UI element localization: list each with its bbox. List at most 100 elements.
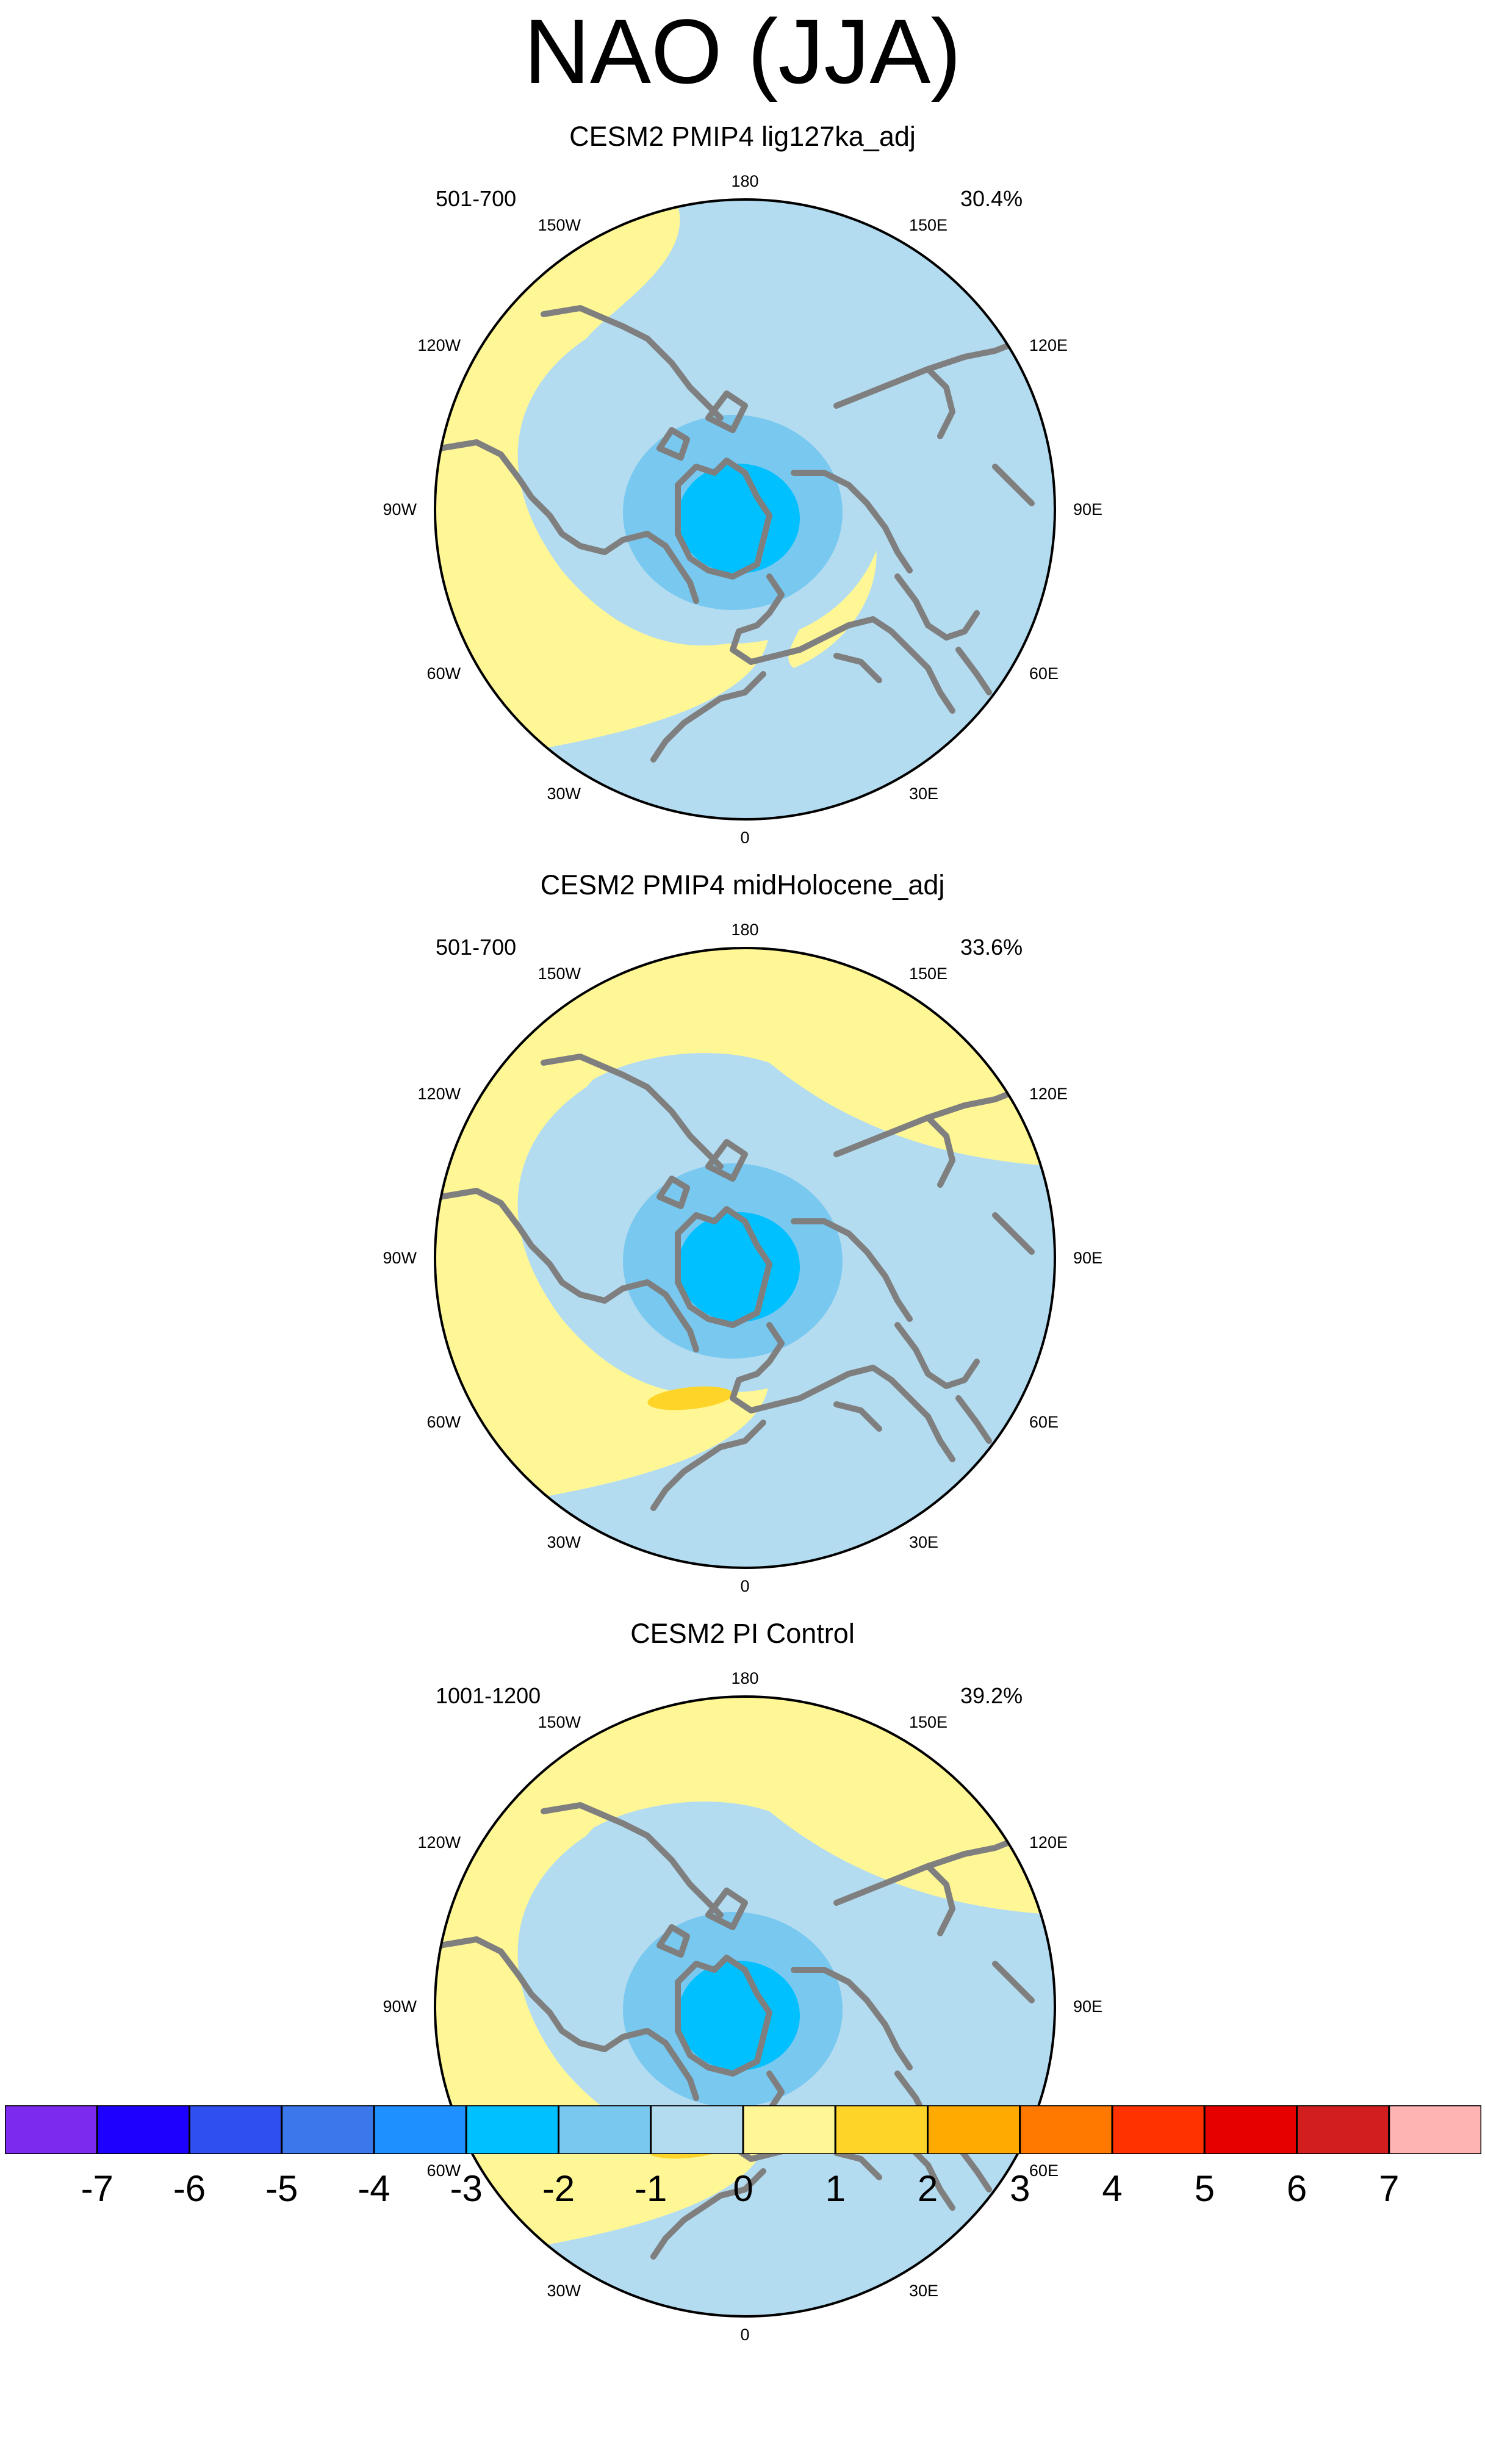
colorbar-tick-label: 1 [825, 2168, 846, 2209]
panel-variance-percent: 30.4% [960, 186, 1023, 211]
coastline [730, 1322, 785, 1413]
colorbar-swatch [742, 2105, 836, 2154]
longitude-label: 120E [1029, 336, 1068, 354]
coastline [791, 470, 913, 573]
coastline [955, 1395, 992, 1444]
longitude-label: 180 [731, 1669, 758, 1687]
coastline [955, 2144, 992, 2193]
coastline [602, 2028, 699, 2101]
colorbar-swatch [189, 2105, 283, 2154]
coastline [541, 1054, 724, 1169]
coastline [791, 1218, 913, 1322]
coastline [656, 1924, 690, 1958]
colorbar-swatch [558, 2105, 652, 2154]
polar-anomaly-core [678, 1961, 800, 2071]
colorbar-tick-label: -4 [358, 2168, 390, 2209]
coastline [656, 1176, 690, 1209]
colorbar-labels: -7 -6 -5 -4 -3 -2 -1 0 1 2 3 4 5 6 7 [0, 2164, 1485, 2225]
coastline [894, 573, 980, 641]
panel-years: 501-700 [436, 186, 517, 211]
coastline [437, 1936, 608, 2052]
longitude-label: 60E [1029, 664, 1059, 683]
longitude-label: 90E [1073, 1249, 1102, 1267]
coastline [925, 366, 955, 439]
longitude-label: 120E [1029, 1085, 1068, 1103]
coastlines [437, 1054, 1035, 1511]
longitude-label: 30E [909, 1533, 938, 1551]
panel-title: CESM2 PI Control [630, 1618, 855, 1649]
colorbar-swatch [834, 2105, 929, 2154]
coastline [541, 305, 724, 421]
colorbar-tick-label: -6 [173, 2168, 206, 2209]
coastline [955, 647, 992, 695]
positive-anomaly-region [435, 948, 1055, 1166]
colorbar-swatch [373, 2105, 467, 2154]
longitude-label: 120E [1029, 1833, 1068, 1852]
longitude-label: 150W [538, 964, 581, 983]
coastline [992, 464, 1035, 506]
coastline [650, 671, 766, 763]
colorbar-swatch [96, 2105, 190, 2154]
coastline [675, 1955, 772, 2077]
longitude-label: 30W [547, 2282, 581, 2300]
colorbar-swatch [1388, 2105, 1481, 2154]
colorbar-tick-label: -1 [635, 2168, 667, 2209]
map-panel: 180 150W 150E 120W 120E 90W 90E 60W 60E 30W 30E 0 CE… [0, 120, 1485, 870]
panel-variance-percent: 39.2% [960, 1683, 1023, 1708]
longitude-label: 150W [538, 1713, 581, 1731]
longitude-label: 60W [427, 1413, 461, 1431]
coastline [833, 1401, 882, 1432]
longitude-label: 150W [538, 216, 581, 234]
panel-variance-percent: 33.6% [960, 935, 1023, 960]
coastline [894, 1322, 980, 1389]
colorbar-tick-label: -3 [450, 2168, 483, 2209]
coastline [992, 1961, 1035, 2003]
contour-fill [435, 948, 1055, 1568]
coastline [602, 1279, 699, 1352]
colorbar-tick-label: 0 [733, 2168, 753, 2209]
coastline [675, 1206, 772, 1328]
colorbar-tick-label: -2 [542, 2168, 575, 2209]
longitude-label: 90W [383, 1249, 417, 1267]
figure-title: NAO (JJA) [523, 0, 962, 102]
coastline [675, 458, 772, 580]
map-boundary [434, 1695, 1056, 2318]
colorbar-swatch [1203, 2105, 1298, 2154]
coastline [705, 390, 748, 433]
colorbar-swatch [927, 2105, 1021, 2154]
colorbar-tick-label: 3 [1010, 2168, 1030, 2209]
polar-map: 180 150W 150E 120W 120E 90W 90E 60W 60E 30W 30E 0 [383, 172, 1102, 847]
colorbar-tick-label: 4 [1102, 2168, 1123, 2209]
positive-anomaly-region [435, 948, 769, 1514]
panel-years: 501-700 [436, 935, 517, 960]
positive-anomaly-core [647, 1386, 733, 1410]
coastline [925, 1115, 955, 1188]
longitude-label: 120W [418, 1833, 461, 1852]
colorbar-tick-label: 6 [1286, 2168, 1307, 2209]
map-boundary [434, 198, 1056, 821]
polar-map: 180 150W 150E 120W 120E 90W 90E 60W 60E 30W 30E 0 [383, 1669, 1102, 2344]
colorbar-swatch [650, 2105, 744, 2154]
colorbar-tick-label: -5 [265, 2168, 298, 2209]
longitude-label: 30W [547, 785, 581, 803]
coastline [656, 427, 690, 461]
polar-anomaly-core [678, 464, 800, 573]
longitude-label: 60W [427, 664, 461, 683]
colorbar-swatch [1111, 2105, 1206, 2154]
longitude-label: 0 [740, 2326, 749, 2344]
longitude-label: 90W [383, 1997, 417, 2016]
coastline [772, 1365, 955, 1462]
polar-map: 180 150W 150E 120W 120E 90W 90E 60W 60E 30W 30E 0 [383, 921, 1102, 1595]
longitude-label: 30E [909, 785, 938, 803]
positive-anomaly-region [435, 1697, 1055, 1915]
longitude-label: 150E [909, 216, 947, 234]
colorbar-tick-label: 2 [917, 2168, 938, 2209]
map-boundary [434, 947, 1056, 1569]
coastline [437, 1188, 608, 1304]
longitude-label: 90E [1073, 500, 1102, 519]
coastlines [437, 305, 1035, 763]
longitude-label: 180 [731, 921, 758, 939]
longitude-label: 60W [427, 2161, 461, 2180]
longitude-label: 150E [909, 964, 947, 983]
